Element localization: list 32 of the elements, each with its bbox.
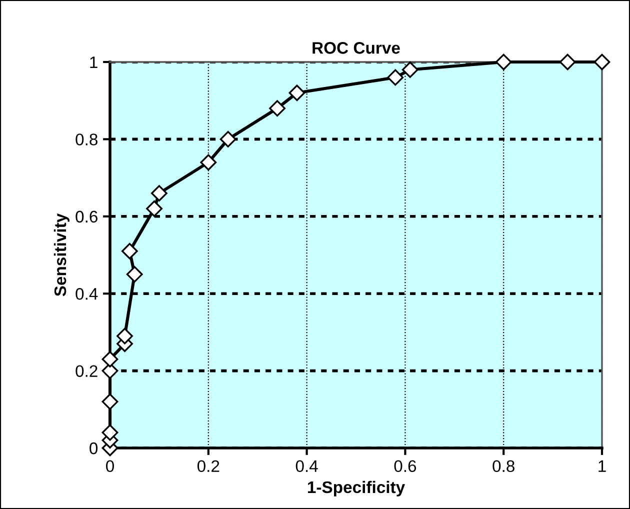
point xyxy=(102,351,118,368)
y-tick-label: 0.8 xyxy=(76,134,98,146)
point xyxy=(126,266,143,282)
point xyxy=(102,393,118,410)
point xyxy=(269,100,286,117)
point xyxy=(200,154,217,171)
y-tick-label: 1 xyxy=(90,56,98,68)
point xyxy=(594,54,610,70)
y-tick-label: 0.6 xyxy=(76,210,98,223)
point xyxy=(116,328,133,344)
point xyxy=(387,69,404,86)
x-axis-title: 1-Specificity xyxy=(308,480,406,496)
x-tick-label: 0.2 xyxy=(197,460,220,472)
point xyxy=(102,424,118,441)
x-tick-label: 0 xyxy=(106,460,114,472)
x-tick-label: 0.4 xyxy=(296,460,318,472)
point xyxy=(402,62,418,78)
point xyxy=(146,200,162,217)
point xyxy=(151,185,168,202)
x-tick-label: 1 xyxy=(598,460,606,472)
x-tick-label: 0.8 xyxy=(492,460,514,472)
point xyxy=(559,54,576,70)
y-tick-label: 0.2 xyxy=(76,365,98,378)
y-tick-label: 0 xyxy=(90,442,98,454)
y-tick-label: 0.4 xyxy=(76,288,98,300)
point xyxy=(288,84,306,102)
point xyxy=(121,242,138,260)
x-tick-label: 0.6 xyxy=(394,460,416,472)
y-axis-title: Sensitivity xyxy=(54,213,70,296)
point xyxy=(220,131,236,148)
point xyxy=(495,54,512,70)
chart-title: ROC Curve xyxy=(312,42,400,54)
